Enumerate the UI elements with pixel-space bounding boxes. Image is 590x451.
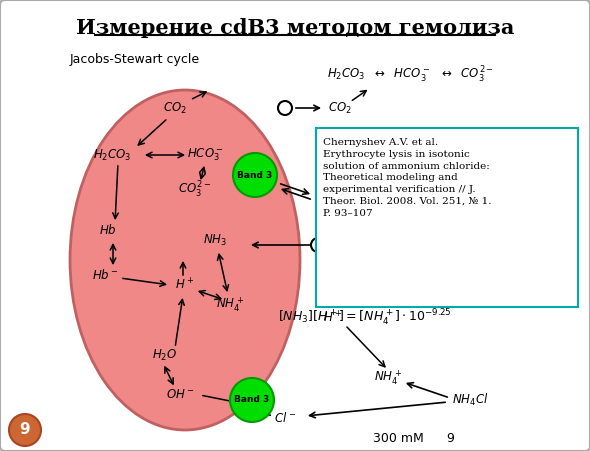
- Text: $H_2CO_3$: $H_2CO_3$: [93, 147, 131, 162]
- Text: $CO_2$: $CO_2$: [163, 101, 187, 115]
- Text: $NH_3$: $NH_3$: [203, 232, 227, 248]
- Text: $[NH_3][H^+]=[NH_4^+]\cdot10^{-9.25}$: $[NH_3][H^+]=[NH_4^+]\cdot10^{-9.25}$: [278, 308, 452, 328]
- Text: $Hb$: $Hb$: [99, 223, 117, 237]
- Text: 9: 9: [19, 423, 30, 437]
- Text: $OH^-$: $OH^-$: [166, 388, 194, 401]
- Text: $Hb^-$: $Hb^-$: [91, 268, 119, 282]
- Text: $H_2CO_3$  $\leftrightarrow$  $HCO_3^-$  $\leftrightarrow$  $CO_3^{2-}$: $H_2CO_3$ $\leftrightarrow$ $HCO_3^-$ $\…: [326, 65, 493, 85]
- Text: $H^+$: $H^+$: [323, 310, 343, 326]
- Ellipse shape: [70, 90, 300, 430]
- Text: $HCO_3^-$: $HCO_3^-$: [186, 147, 224, 163]
- Circle shape: [230, 378, 274, 422]
- Text: Band 3: Band 3: [237, 170, 273, 179]
- Text: $H_2O$: $H_2O$: [152, 347, 178, 363]
- Circle shape: [233, 153, 277, 197]
- Text: $NH_4^+$: $NH_4^+$: [216, 295, 244, 314]
- Circle shape: [9, 414, 41, 446]
- Text: $CO_2$: $CO_2$: [328, 101, 352, 115]
- Text: $CO_3^{2-}$: $CO_3^{2-}$: [178, 180, 212, 200]
- Text: 9: 9: [446, 432, 454, 445]
- Text: Band 3: Band 3: [234, 396, 270, 405]
- Text: $NH_4^+$: $NH_4^+$: [374, 368, 402, 387]
- Text: Измерение cdB3 методом гемолиза: Измерение cdB3 методом гемолиза: [76, 18, 514, 38]
- Text: 300 mM: 300 mM: [373, 432, 424, 445]
- Text: $H^+$: $H^+$: [175, 277, 195, 293]
- Text: Jacobs-Stewart cycle: Jacobs-Stewart cycle: [70, 54, 200, 66]
- Text: $Cl^-$: $Cl^-$: [315, 191, 337, 205]
- Text: $NH_3$: $NH_3$: [355, 240, 379, 256]
- Text: $NH_4Cl$: $NH_4Cl$: [452, 392, 489, 408]
- Text: Chernyshev A.V. et al.
Erythrocyte lysis in isotonic
solution of ammonium chlori: Chernyshev A.V. et al. Erythrocyte lysis…: [323, 138, 491, 218]
- Text: $Cl^-$: $Cl^-$: [274, 411, 296, 425]
- Circle shape: [278, 101, 292, 115]
- FancyBboxPatch shape: [316, 128, 578, 307]
- Circle shape: [311, 238, 325, 252]
